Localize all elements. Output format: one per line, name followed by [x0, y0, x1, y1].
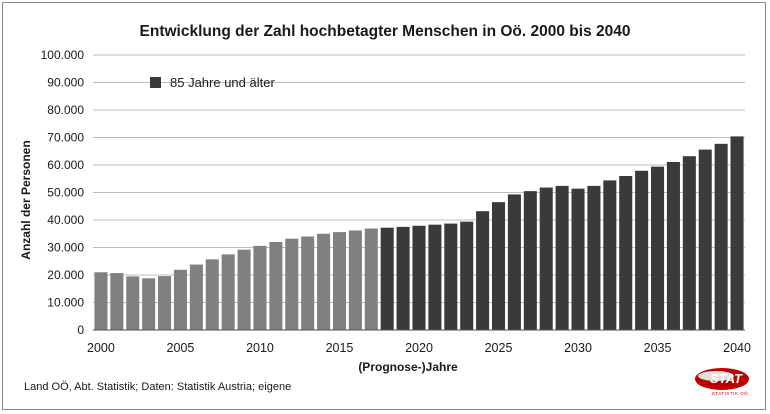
bar-2020: [412, 225, 426, 330]
bar-2001: [110, 273, 124, 330]
source-note: Land OÖ, Abt. Statistik; Daten: Statisti…: [24, 381, 291, 393]
bar-2009: [237, 249, 251, 330]
bar-2013: [301, 236, 315, 330]
logo-subtext: STATISTIK OÖ: [712, 390, 748, 396]
bar-2032: [603, 180, 617, 330]
logo-highlight: [698, 371, 734, 381]
bar-2017: [364, 228, 378, 330]
y-tick-label: 20.000: [47, 268, 84, 282]
x-tick-label: 2040: [723, 341, 751, 355]
x-tick-label: 2010: [246, 341, 274, 355]
legend-swatch: [150, 77, 161, 88]
bar-2033: [619, 176, 633, 330]
bar-2034: [635, 170, 649, 330]
bar-2040: [730, 136, 744, 330]
x-tick-label: 2035: [644, 341, 672, 355]
y-tick-label: 40.000: [47, 213, 84, 227]
stat-logo: STAT STATISTIK OÖ: [695, 368, 749, 396]
y-tick-label: 0: [77, 323, 84, 337]
x-tick-label: 2015: [326, 341, 354, 355]
bar-2012: [285, 238, 299, 330]
bar-2005: [173, 269, 187, 330]
bar-2035: [651, 166, 665, 330]
bars: [94, 136, 744, 331]
bar-2006: [189, 264, 203, 330]
x-tick-label: 2005: [167, 341, 195, 355]
bar-2010: [253, 245, 267, 330]
bar-2011: [269, 242, 283, 330]
y-tick-label: 90.000: [47, 76, 84, 90]
bar-2036: [666, 161, 680, 330]
y-tick-label: 30.000: [47, 241, 84, 255]
x-tick-label: 2000: [87, 341, 115, 355]
x-tick-label: 2025: [485, 341, 513, 355]
bar-2030: [571, 188, 585, 330]
chart-title: Entwicklung der Zahl hochbetagter Mensch…: [140, 23, 631, 40]
bar-2022: [444, 223, 458, 330]
y-tick-label: 100.000: [41, 48, 85, 62]
bar-2014: [317, 233, 331, 330]
logo-text: STAT: [710, 371, 743, 386]
bar-2037: [682, 156, 696, 330]
bar-2000: [94, 272, 108, 330]
bar-2021: [428, 224, 442, 330]
bar-2025: [491, 202, 506, 331]
y-axis-label: Anzahl der Personen: [19, 140, 33, 259]
bar-2002: [126, 276, 140, 331]
x-tick-label: 2020: [405, 341, 433, 355]
bar-2015: [332, 232, 347, 330]
bar-2008: [221, 254, 235, 331]
bar-2026: [507, 194, 521, 330]
x-axis-label: (Prognose-)Jahre: [358, 360, 458, 374]
bar-2003: [142, 278, 156, 330]
bar-2019: [396, 226, 410, 331]
bar-2031: [587, 185, 601, 330]
bar-2016: [348, 230, 362, 330]
legend-label: 85 Jahre und älter: [170, 75, 275, 90]
x-tick-label: 2030: [564, 341, 592, 355]
x-tick-labels: 2000 2005 2010 2015 2020 2025 2030 2035 2040: [87, 341, 751, 355]
bar-2023: [460, 221, 474, 330]
bar-2029: [555, 185, 569, 330]
bar-2024: [476, 211, 490, 330]
bar-2039: [714, 143, 728, 330]
y-tick-labels: 0 10.000 20.000 30.000 40.000 50.000 60.000 70.…: [41, 48, 85, 337]
bar-2007: [205, 259, 219, 330]
bar-2027: [523, 191, 537, 331]
y-tick-label: 70.000: [47, 131, 84, 145]
y-tick-label: 80.000: [47, 103, 84, 117]
bar-2018: [380, 227, 394, 330]
bar-2038: [698, 149, 712, 330]
y-tick-label: 10.000: [47, 296, 84, 310]
y-tick-label: 60.000: [47, 158, 84, 172]
y-tick-label: 50.000: [47, 186, 84, 200]
legend: 85 Jahre und älter: [150, 75, 275, 90]
bar-2028: [539, 187, 553, 330]
bar-2004: [158, 276, 172, 330]
